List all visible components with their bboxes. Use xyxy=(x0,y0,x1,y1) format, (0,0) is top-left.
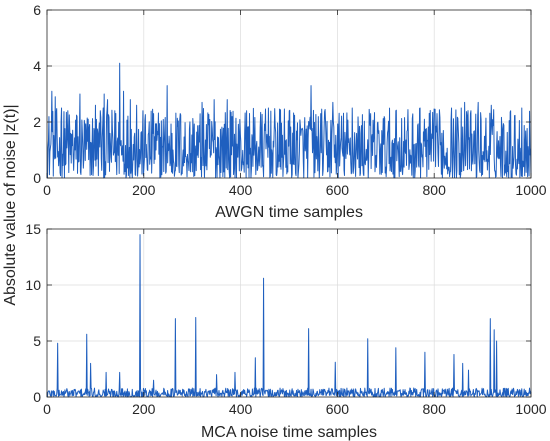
top-noise-line xyxy=(46,62,532,179)
bottom-plot: 0 200 400 600 800 1000 0 5 10 15 MCA noise time s… xyxy=(25,221,546,441)
top-y-tick-label: 4 xyxy=(33,58,41,74)
bottom-x-tick-label: 800 xyxy=(423,401,447,417)
bottom-y-tick-label: 0 xyxy=(33,389,41,405)
bottom-y-tick-label: 5 xyxy=(33,333,41,349)
top-y-tick-label: 0 xyxy=(33,170,41,186)
bottom-x-tick-label: 200 xyxy=(132,401,156,417)
top-y-tick-label: 6 xyxy=(33,2,41,18)
bottom-grid xyxy=(47,229,531,397)
bottom-x-tick-label: 400 xyxy=(229,401,253,417)
bottom-ticks: 0 200 400 600 800 1000 0 5 10 15 xyxy=(25,221,546,417)
shared-y-axis-label: Absolute value of noise |z(t)| xyxy=(2,104,19,305)
top-x-tick-label: 200 xyxy=(132,182,156,198)
bottom-noise-line xyxy=(46,234,532,398)
bottom-axes-frame xyxy=(46,228,532,398)
bottom-x-tick-label: 600 xyxy=(326,401,350,417)
top-series xyxy=(46,62,532,179)
bottom-x-tick-label: 0 xyxy=(43,401,51,417)
bottom-y-tick-label: 10 xyxy=(25,277,41,293)
top-x-tick-label: 1000 xyxy=(515,182,546,198)
top-axes-frame xyxy=(46,9,532,179)
top-x-axis-label: AWGN time samples xyxy=(215,204,363,221)
bottom-x-axis-label: MCA noise time samples xyxy=(201,424,377,441)
top-ticks: 0 200 400 600 800 1000 0 2 4 6 xyxy=(33,2,547,198)
top-x-tick-label: 400 xyxy=(229,182,253,198)
bottom-series xyxy=(46,234,532,398)
top-x-tick-label: 800 xyxy=(423,182,447,198)
bottom-y-tick-label: 15 xyxy=(25,221,41,237)
top-x-tick-label: 600 xyxy=(326,182,350,198)
bottom-x-tick-label: 1000 xyxy=(515,401,546,417)
top-x-tick-label: 0 xyxy=(43,182,51,198)
top-y-tick-label: 2 xyxy=(33,114,41,130)
top-plot: 0 200 400 600 800 1000 0 2 4 6 AWGN time samples xyxy=(33,2,547,221)
